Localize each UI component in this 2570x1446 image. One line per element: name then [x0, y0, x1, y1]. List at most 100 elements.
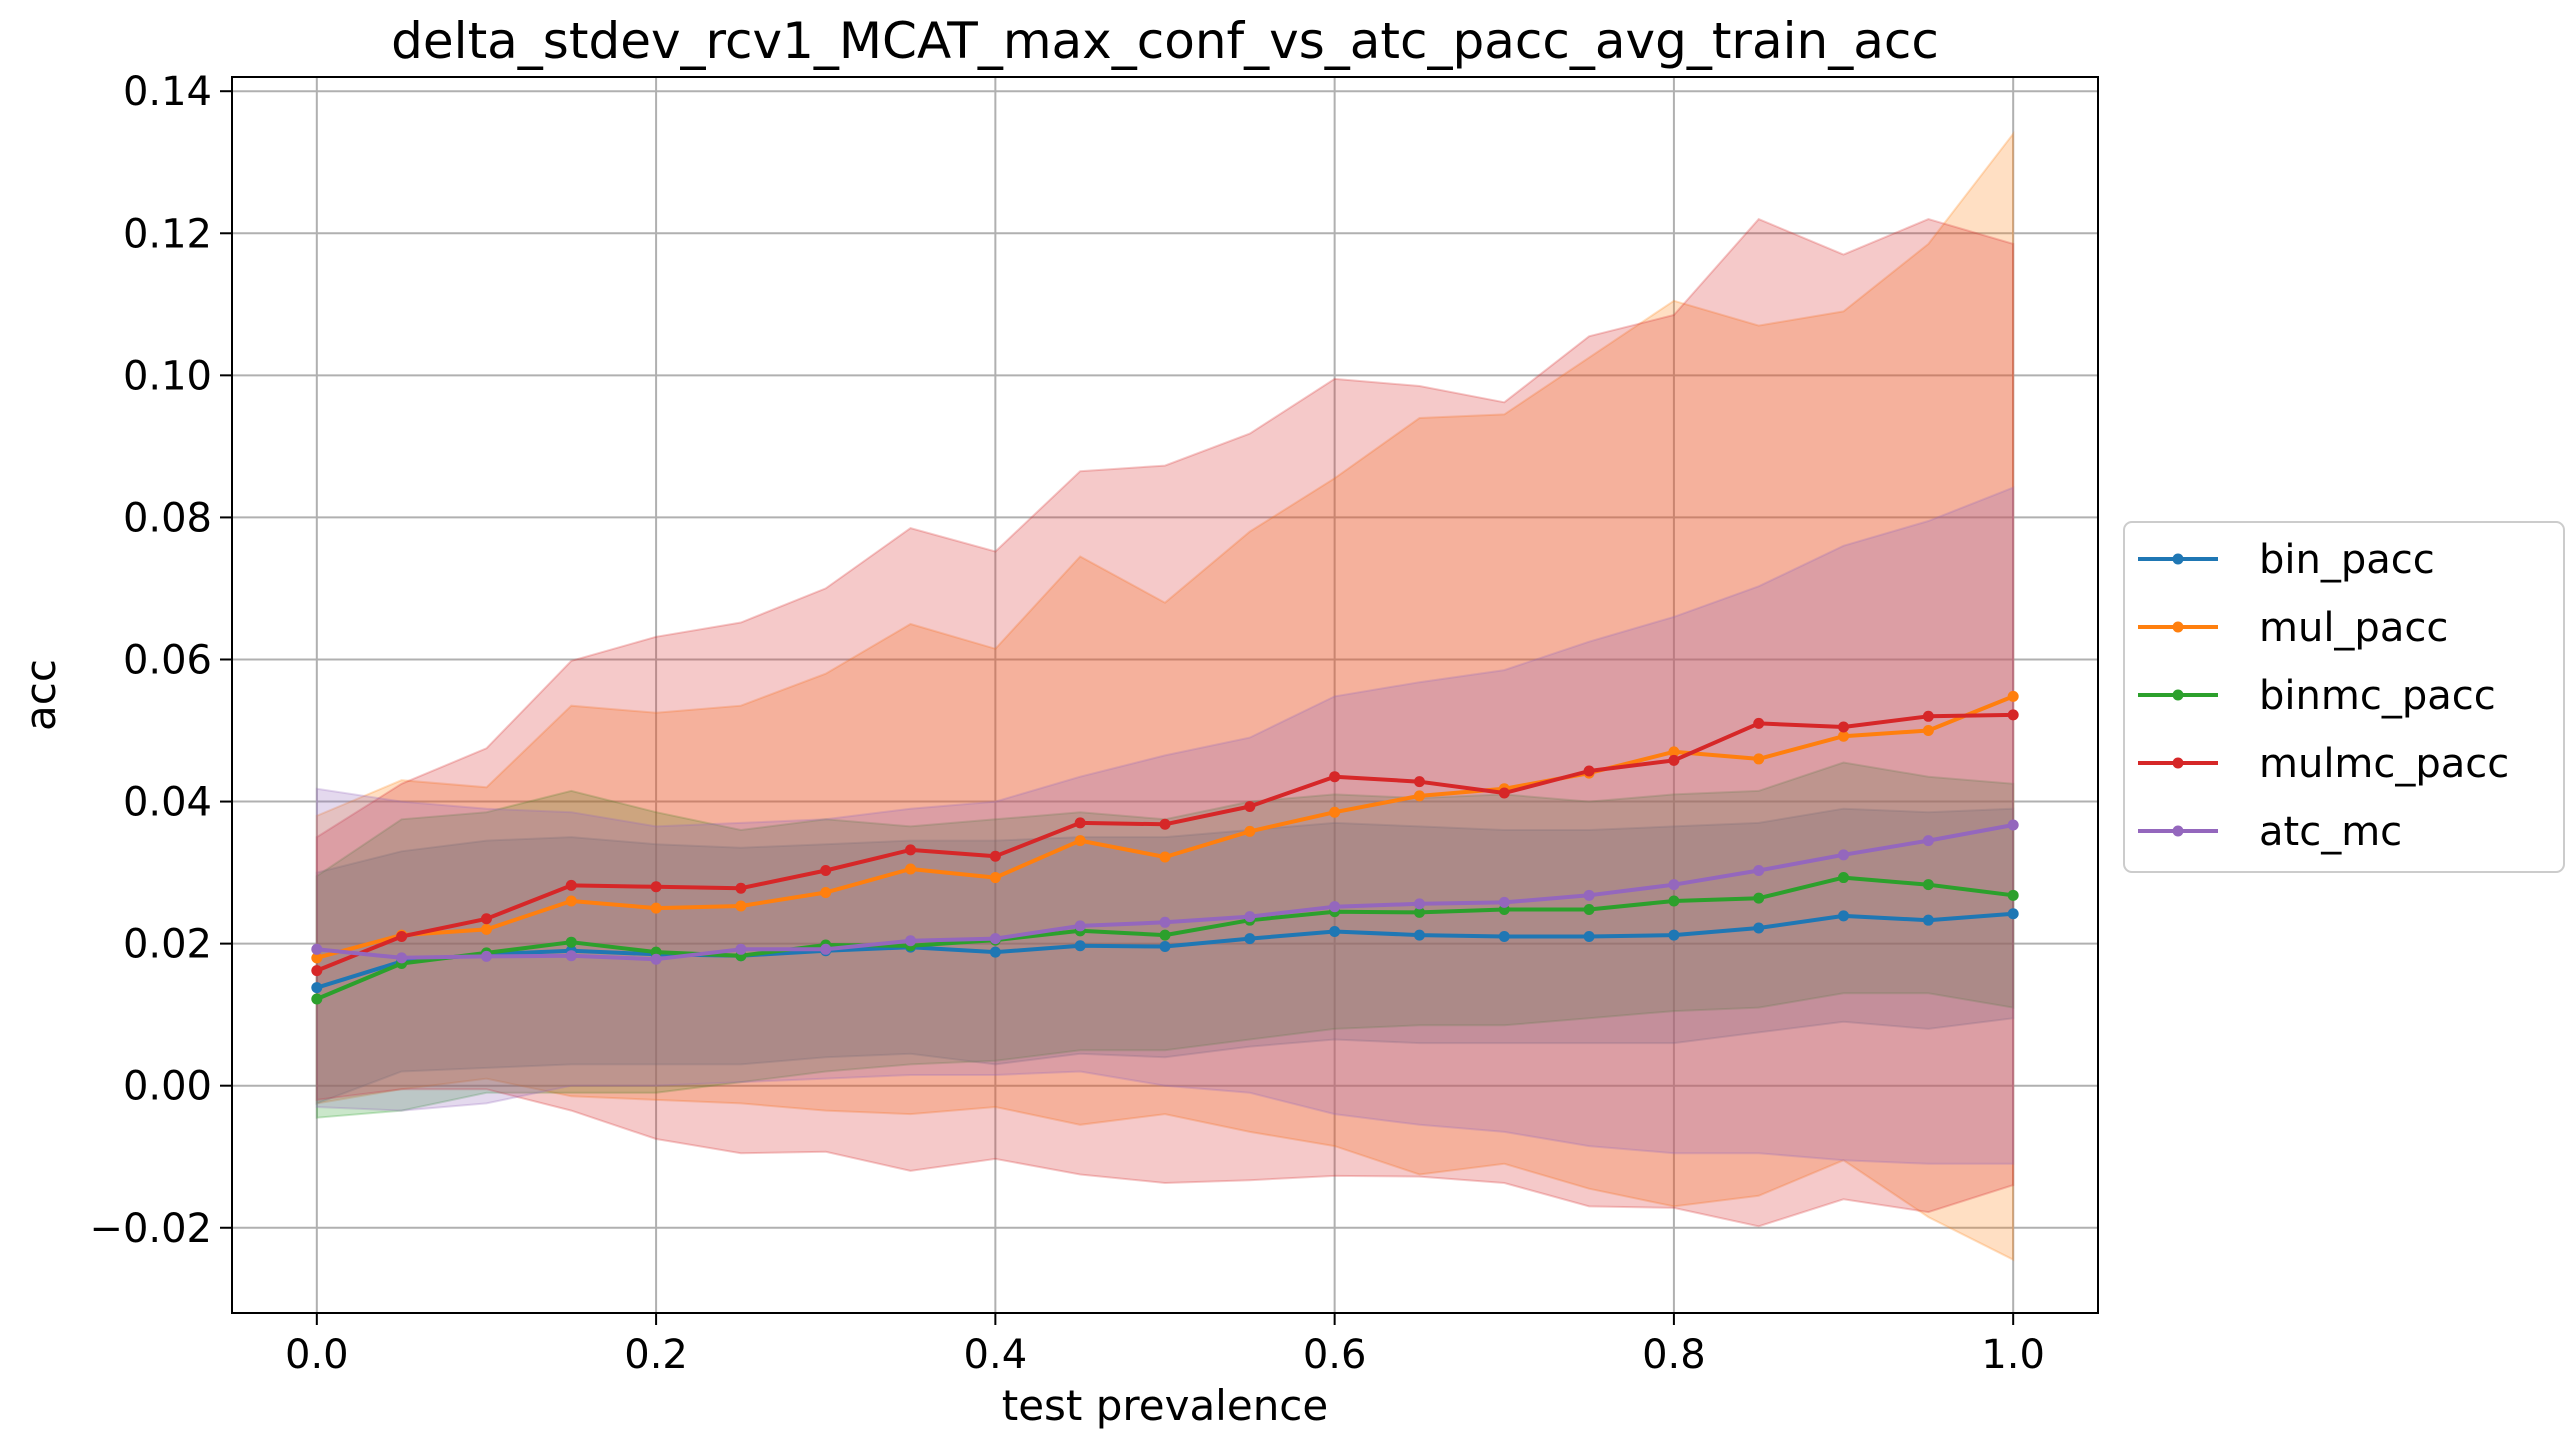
- data-point-bin_pacc: [1583, 931, 1595, 943]
- data-point-mul_pacc: [1244, 825, 1256, 837]
- data-point-mul_pacc: [820, 886, 832, 898]
- data-point-mulmc_pacc: [1753, 717, 1765, 729]
- legend-marker-atc_mc: [2172, 825, 2184, 837]
- data-point-bin_pacc: [989, 946, 1001, 958]
- data-point-binmc_pacc: [1838, 872, 1850, 884]
- data-point-binmc_pacc: [311, 993, 323, 1005]
- data-point-atc_mc: [1668, 879, 1680, 891]
- data-point-mulmc_pacc: [565, 879, 577, 891]
- data-point-mulmc_pacc: [1074, 817, 1086, 829]
- series-lines: [311, 690, 2019, 1005]
- data-point-atc_mc: [1329, 901, 1341, 913]
- data-point-atc_mc: [650, 953, 662, 965]
- data-point-mul_pacc: [735, 900, 747, 912]
- data-point-mulmc_pacc: [650, 881, 662, 893]
- data-point-mul_pacc: [565, 895, 577, 907]
- data-point-mulmc_pacc: [480, 913, 492, 925]
- data-point-bin_pacc: [1413, 929, 1425, 941]
- data-point-mulmc_pacc: [905, 844, 917, 856]
- plot-frame: [231, 76, 2099, 1314]
- data-point-atc_mc: [1244, 911, 1256, 923]
- data-point-mul_pacc: [1922, 725, 1934, 737]
- x-tick-label: 0.6: [1303, 1332, 1367, 1378]
- grid: [232, 77, 2098, 1313]
- data-point-bin_pacc: [1922, 914, 1934, 926]
- data-point-mulmc_pacc: [1668, 754, 1680, 766]
- data-point-mulmc_pacc: [1498, 787, 1510, 799]
- x-tick-label: 1.0: [1981, 1332, 2045, 1378]
- data-point-mulmc_pacc: [311, 965, 323, 977]
- data-point-mulmc_pacc: [1838, 721, 1850, 733]
- legend-marker-mul_pacc: [2172, 621, 2184, 633]
- y-tick-label: 0.04: [123, 780, 212, 826]
- data-point-mul_pacc: [1074, 835, 1086, 847]
- legend: bin_pacc mul_pacc binmc_pacc mulmc_pacc atc_…: [2123, 521, 2565, 873]
- data-point-atc_mc: [1498, 896, 1510, 908]
- axis-ticks: 0.0 0.2 0.4 0.6 0.8 1.0 −0.02 0.00 0.02 0.04 0.06 0…: [89, 69, 2045, 1378]
- data-point-atc_mc: [989, 933, 1001, 945]
- data-point-atc_mc: [735, 943, 747, 955]
- data-point-mulmc_pacc: [396, 931, 408, 943]
- data-point-mul_pacc: [311, 952, 323, 964]
- data-point-atc_mc: [1159, 916, 1171, 928]
- data-point-bin_pacc: [1838, 910, 1850, 922]
- data-point-mul_pacc: [1753, 753, 1765, 765]
- data-point-bin_pacc: [1159, 940, 1171, 952]
- data-point-atc_mc: [1922, 835, 1934, 847]
- data-point-mulmc_pacc: [1413, 776, 1425, 788]
- data-point-mulmc_pacc: [735, 882, 747, 894]
- legend-label-binmc_pacc: binmc_pacc: [2259, 673, 2496, 719]
- data-point-bin_pacc: [1074, 940, 1086, 952]
- x-tick-label: 0.4: [964, 1332, 1028, 1378]
- data-point-mul_pacc: [905, 863, 917, 875]
- data-point-atc_mc: [1753, 864, 1765, 876]
- y-tick-label: −0.02: [89, 1206, 212, 1252]
- data-point-bin_pacc: [1498, 931, 1510, 943]
- data-point-atc_mc: [820, 943, 832, 955]
- data-point-mulmc_pacc: [989, 850, 1001, 862]
- y-tick-label: 0.12: [123, 211, 212, 257]
- data-point-mulmc_pacc: [820, 864, 832, 876]
- legend-label-atc_mc: atc_mc: [2259, 809, 2402, 855]
- data-point-binmc_pacc: [565, 936, 577, 948]
- legend-marker-binmc_pacc: [2172, 689, 2184, 701]
- data-point-bin_pacc: [2007, 908, 2019, 920]
- data-point-bin_pacc: [311, 982, 323, 994]
- data-point-atc_mc: [311, 943, 323, 955]
- chart-title: delta_stdev_rcv1_MCAT_max_conf_vs_atc_pa…: [391, 12, 1939, 70]
- legend-label-mul_pacc: mul_pacc: [2259, 605, 2448, 651]
- data-point-mulmc_pacc: [1244, 801, 1256, 813]
- data-point-atc_mc: [396, 952, 408, 964]
- data-point-binmc_pacc: [1922, 879, 1934, 891]
- data-point-binmc_pacc: [1583, 904, 1595, 916]
- data-point-mul_pacc: [989, 872, 1001, 884]
- legend-box: [2123, 521, 2565, 873]
- std-band-mul_pacc: [315, 130, 2015, 1262]
- x-tick-label: 0.8: [1642, 1332, 1706, 1378]
- data-point-mul_pacc: [480, 923, 492, 935]
- data-point-mul_pacc: [1413, 790, 1425, 802]
- data-point-mul_pacc: [1329, 806, 1341, 818]
- legend-label-bin_pacc: bin_pacc: [2259, 537, 2435, 583]
- legend-label-mulmc_pacc: mulmc_pacc: [2259, 741, 2509, 787]
- data-point-mulmc_pacc: [1159, 818, 1171, 830]
- data-point-binmc_pacc: [1159, 929, 1171, 941]
- data-point-atc_mc: [565, 950, 577, 962]
- data-point-mul_pacc: [1159, 851, 1171, 863]
- data-point-atc_mc: [2007, 819, 2019, 831]
- data-point-binmc_pacc: [1413, 906, 1425, 918]
- data-point-mulmc_pacc: [1329, 771, 1341, 783]
- data-point-bin_pacc: [1244, 933, 1256, 945]
- std-band-mulmc_pacc: [315, 217, 2015, 1228]
- y-tick-label: 0.14: [123, 69, 212, 115]
- data-point-atc_mc: [480, 950, 492, 962]
- data-point-atc_mc: [1583, 889, 1595, 901]
- data-point-binmc_pacc: [1753, 892, 1765, 904]
- x-tick-label: 0.0: [285, 1332, 349, 1378]
- data-point-bin_pacc: [1329, 926, 1341, 938]
- legend-marker-bin_pacc: [2172, 553, 2184, 565]
- data-point-atc_mc: [1413, 898, 1425, 910]
- y-tick-label: 0.08: [123, 495, 212, 541]
- y-tick-label: 0.02: [123, 922, 212, 968]
- data-point-mul_pacc: [1838, 730, 1850, 742]
